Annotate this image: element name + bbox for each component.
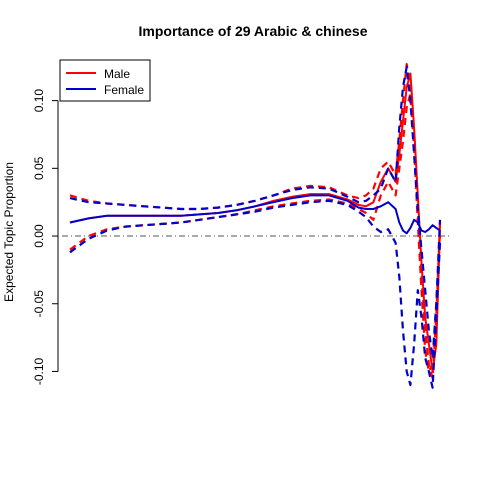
legend: Male Female [59,59,151,102]
y-tick-label: -0.10 [32,357,46,385]
chart-title: Importance of 29 Arabic & chinese [139,23,368,39]
y-tick-label: -0.05 [32,290,46,318]
y-tick-label: 0.10 [32,89,46,113]
y-axis-label: Expected Topic Proportion [2,162,16,302]
series-male-lower-line [69,92,442,373]
y-tick-label: 0.00 [32,224,46,248]
y-axis: -0.10 -0.05 0.00 0.05 0.10 [32,89,59,385]
series-male-line [69,72,441,373]
y-tick-label: 0.05 [32,156,46,180]
series-group [69,62,442,389]
series-female-upper-line [69,65,442,359]
series-female-line [69,194,441,235]
series-female-lower-line [69,199,442,389]
legend-male-label: Male [104,67,130,81]
legend-box [59,59,151,102]
legend-female-label: Female [104,83,144,97]
series-male-upper-line [69,62,442,380]
